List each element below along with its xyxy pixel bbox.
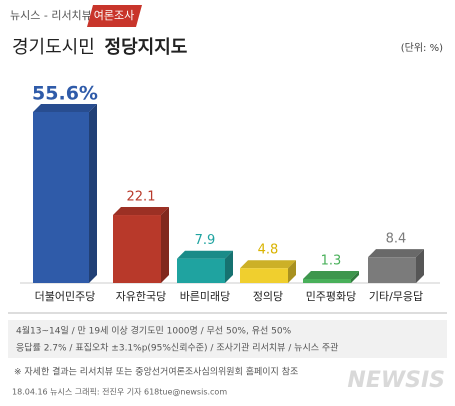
x-tick-label: 바른미래당 bbox=[180, 290, 231, 303]
title-prefix: 경기도시민 bbox=[12, 37, 95, 58]
bar bbox=[177, 258, 225, 283]
x-tick-label: 더불어민주당 bbox=[35, 290, 96, 303]
credit: 18.04.16 뉴시스 그래픽: 전진우 기자 618tue@newsis.c… bbox=[12, 387, 227, 397]
bar bbox=[368, 257, 416, 283]
bar-top bbox=[177, 250, 233, 259]
note: 4월13~14일 / 만 19세 이상 경기도민 1000명 / 무선 50%,… bbox=[16, 325, 292, 337]
title-bold: 정당지지도 bbox=[105, 37, 188, 58]
x-tick-label: 기타/무응답 bbox=[369, 290, 423, 303]
topic-tag-bg bbox=[87, 5, 142, 27]
value-label: 8.4 bbox=[386, 232, 407, 247]
source-tag: 뉴시스 - 리서치뷰 bbox=[10, 9, 92, 22]
bar-side bbox=[89, 104, 97, 283]
footnote: ※ 자세한 결과는 리서치뷰 또는 중앙선거여론조사심의위원회 홈페이지 참조 bbox=[14, 366, 298, 378]
bar-side bbox=[225, 250, 233, 283]
bar-top bbox=[33, 104, 97, 112]
value-label: 4.8 bbox=[258, 243, 279, 258]
bar-top bbox=[240, 260, 296, 269]
value-label: 7.9 bbox=[195, 233, 216, 248]
bar bbox=[303, 279, 351, 283]
bar-top bbox=[303, 271, 359, 280]
bar bbox=[33, 112, 89, 283]
x-tick-label: 정의당 bbox=[253, 290, 283, 303]
watermark: NEWSIS bbox=[347, 368, 445, 393]
bar-top bbox=[113, 207, 169, 216]
bar-side bbox=[351, 271, 359, 283]
bar-top bbox=[368, 249, 424, 258]
bar-side bbox=[161, 207, 169, 283]
chart-title: 경기도시민 정당지지도 bbox=[12, 37, 187, 58]
x-tick-label: 민주평화당 bbox=[306, 290, 357, 303]
bar-side bbox=[288, 260, 296, 283]
unit: (단위: %) bbox=[401, 41, 443, 54]
value-label: 55.6% bbox=[32, 83, 98, 105]
bar bbox=[113, 215, 161, 283]
bar-side bbox=[416, 249, 424, 283]
note: 응답률 2.7% / 표집오차 ±3.1%p(95%신뢰수준) / 조사기관 리… bbox=[16, 342, 338, 354]
value-label: 22.1 bbox=[127, 190, 156, 205]
x-tick-label: 자유한국당 bbox=[116, 290, 167, 303]
notes-box bbox=[8, 320, 447, 358]
bar bbox=[240, 268, 288, 283]
topic-tag: 여론조사 bbox=[94, 9, 134, 22]
value-label: 1.3 bbox=[321, 254, 342, 269]
